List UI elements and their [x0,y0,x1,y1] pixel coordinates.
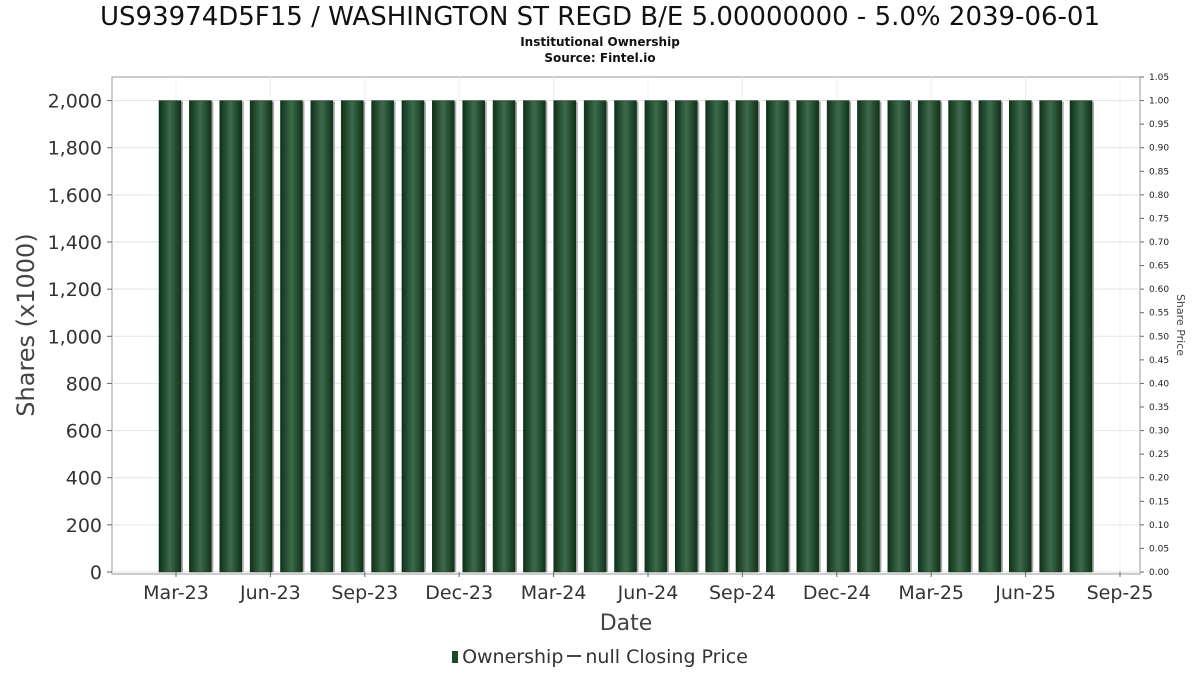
x-tick-label: Mar-25 [898,582,964,604]
y-tick-label: 400 [66,468,102,490]
bar [917,100,941,573]
y2-tick-label: 0.25 [1149,450,1169,460]
x-tick-label: Mar-24 [521,582,587,604]
y-tick-label: 800 [66,373,102,395]
bar [796,100,819,573]
x-axis-label: Date [600,611,653,636]
y2-tick-label: 0.70 [1149,238,1169,248]
bar [189,100,212,573]
y2-tick-label: 0.00 [1149,568,1169,578]
y-tick-label: 1,800 [48,138,102,160]
y2-tick-label: 1.05 [1149,73,1169,83]
y-axis-right: 0.00 0.05 0.10 0.15 0.20 0.25 0.30 0.35 0.40 0.45… [1140,73,1169,578]
bar [340,100,364,573]
x-tick-label: Dec-24 [803,582,871,604]
y2-tick-label: 0.95 [1149,120,1169,130]
bar [249,100,273,573]
bar [1009,100,1032,573]
bar [705,100,728,573]
chart-subtitle: Institutional Ownership [520,35,680,49]
y-tick-label: 2,000 [48,91,102,113]
chart-title: US93974D5F15 / WASHINGTON ST REGD B/E 5.… [100,2,1100,32]
y-tick-label: 1,200 [48,279,102,301]
bar [462,100,485,573]
y-tick-label: 200 [66,515,102,537]
bar [857,100,880,573]
y2-tick-label: 0.45 [1149,356,1169,366]
legend: Ownership null Closing Price [0,646,1200,668]
x-tick-label: Sep-23 [331,582,398,604]
bar [158,100,182,573]
chart-source: Source: Fintel.io [544,51,656,65]
bar [766,100,789,573]
bar [735,100,759,573]
y-tick-label: 1,600 [48,185,102,207]
bar [644,100,668,573]
y2-tick-label: 0.55 [1149,309,1169,319]
bar [978,100,1002,573]
x-tick-label: Sep-24 [709,582,776,604]
bar [948,100,971,573]
bar [614,100,637,573]
y2-tick-label: 0.35 [1149,403,1169,413]
legend-ownership: Ownership [462,646,564,668]
bar [887,100,911,573]
y2-tick-label: 0.20 [1149,474,1169,484]
bar [553,100,577,573]
x-tick-label: Dec-23 [425,582,493,604]
y-tick-label: 0 [90,562,102,584]
y-tick-label: 600 [66,421,102,443]
bar [280,100,303,573]
x-tick-label: Jun-25 [994,582,1056,604]
y2-tick-label: 0.85 [1149,167,1169,177]
y2-tick-label: 0.10 [1149,521,1169,531]
y2-tick-label: 0.50 [1149,332,1169,342]
y2-tick-label: 0.65 [1149,262,1169,272]
bar [310,100,334,573]
bar [492,100,516,573]
y2-tick-label: 0.40 [1149,379,1169,389]
bar [401,100,425,573]
y2-tick-label: 0.30 [1149,427,1169,437]
y-axis-left: 0 200 400 600 800 1,000 1,200 1,400 1,600 1,800 2,… [48,91,112,584]
price-line-swatch-icon [567,655,582,657]
x-tick-label: Sep-25 [1087,582,1154,604]
bar [371,100,394,573]
x-tick-label: Mar-23 [143,582,209,604]
bar-series-ownership [158,100,1094,573]
y2-axis-label: Share Price [1174,294,1187,356]
x-tick-label: Jun-23 [239,582,301,604]
bar [674,100,698,573]
y2-tick-label: 0.05 [1149,544,1169,554]
bar [583,100,607,573]
x-axis: Mar-23 Jun-23 Sep-23 Dec-23 Mar-24 Jun-24 Sep-… [143,572,1153,604]
y2-tick-label: 1.00 [1149,97,1169,107]
y2-tick-label: 0.60 [1149,285,1169,295]
y2-tick-label: 0.90 [1149,144,1169,154]
bar [826,100,850,573]
bar [1069,100,1093,573]
bar [523,100,546,573]
x-tick-label: Jun-24 [617,582,679,604]
bar [432,100,455,573]
y-tick-label: 1,000 [48,326,102,348]
ownership-swatch-icon [452,651,459,663]
bar [1039,100,1062,573]
bar [219,100,242,573]
y-tick-label: 1,400 [48,232,102,254]
legend-price: null Closing Price [585,646,748,668]
y-axis-label: Shares (x1000) [12,233,40,416]
y2-tick-label: 0.75 [1149,214,1169,224]
y2-tick-label: 0.80 [1149,191,1169,201]
y2-tick-label: 0.15 [1149,497,1169,507]
